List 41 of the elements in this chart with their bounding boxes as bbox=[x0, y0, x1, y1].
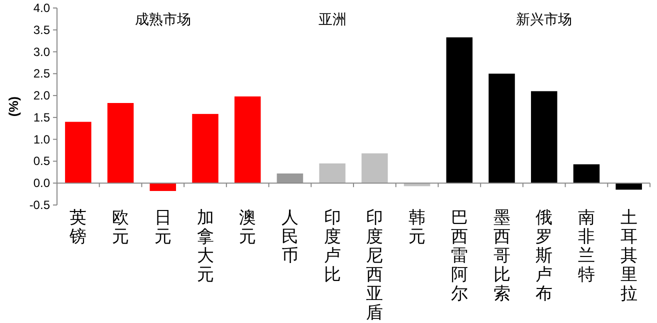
y-tick-label: 1.0 bbox=[33, 132, 50, 146]
x-tick-label: 土耳其里拉 bbox=[620, 208, 638, 303]
y-tick-label: 0.0 bbox=[33, 176, 50, 190]
x-tick-label: 俄罗斯卢布 bbox=[536, 208, 553, 303]
y-tick-label: 2.5 bbox=[33, 66, 50, 81]
x-tick-label: 欧元 bbox=[112, 208, 130, 246]
bar bbox=[488, 74, 515, 184]
x-tick-label: 韩元 bbox=[408, 208, 426, 246]
bar bbox=[446, 37, 473, 184]
bar bbox=[234, 96, 261, 184]
y-tick-label: -0.5 bbox=[29, 198, 50, 212]
bar bbox=[192, 114, 218, 184]
bar bbox=[362, 153, 388, 184]
x-tick-label: 澳元 bbox=[239, 208, 256, 246]
x-tick-label: 南非兰特 bbox=[578, 208, 595, 284]
y-tick-label: 3.0 bbox=[33, 44, 50, 59]
x-tick-label: 印度卢比 bbox=[324, 208, 341, 284]
y-tick-label: 2.0 bbox=[33, 88, 50, 103]
x-tick-label: 加拿大元 bbox=[196, 208, 214, 284]
annotation: 亚洲 bbox=[318, 11, 346, 27]
annotation: 新兴市场 bbox=[516, 11, 572, 27]
bar bbox=[276, 173, 304, 184]
bar bbox=[107, 103, 134, 184]
bar bbox=[573, 164, 600, 184]
bar bbox=[150, 183, 176, 191]
x-tick-label: 墨西哥比索 bbox=[493, 208, 510, 303]
annotation: 成熟市场 bbox=[134, 11, 191, 27]
bar bbox=[319, 163, 346, 184]
y-axis-title: (%) bbox=[6, 96, 21, 117]
x-tick-label: 日元 bbox=[154, 208, 172, 246]
x-tick-label: 巴西雷阿尔 bbox=[450, 208, 468, 303]
y-tick-label: 1.5 bbox=[33, 110, 50, 124]
bar bbox=[530, 91, 558, 184]
x-tick-label: 印度尼西亚盾 bbox=[366, 208, 384, 322]
bar bbox=[65, 122, 92, 184]
y-tick-label: 0.5 bbox=[33, 154, 50, 168]
y-tick-label: 3.5 bbox=[33, 22, 50, 37]
x-tick-label: 人民币 bbox=[281, 208, 298, 265]
bar bbox=[616, 183, 642, 190]
y-tick-label: 4.0 bbox=[33, 1, 50, 15]
x-tick-label: 英镑 bbox=[68, 208, 87, 246]
